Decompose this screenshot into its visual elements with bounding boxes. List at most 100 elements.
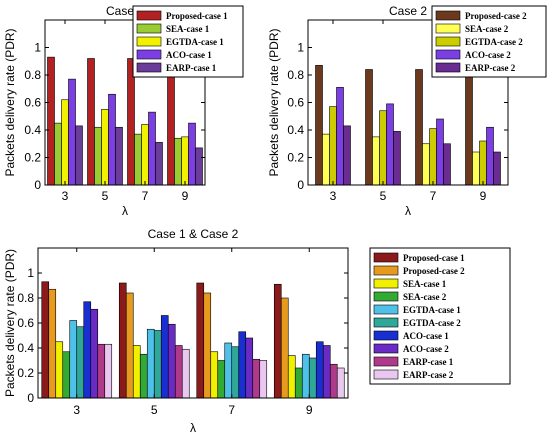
legend-swatch bbox=[136, 49, 162, 60]
bar-earp-case-1-3 bbox=[75, 125, 83, 186]
legend-label: EARP-case 1 bbox=[403, 357, 454, 367]
bar-proposed-case-2-3 bbox=[315, 65, 323, 186]
x-axis-label: λ bbox=[190, 421, 196, 435]
legend-label: Proposed-case 2 bbox=[403, 266, 465, 276]
bar-aco-case-1-3 bbox=[83, 301, 92, 399]
y-tick-label: 0.6 bbox=[287, 96, 304, 110]
bar-earp-case-1-5 bbox=[115, 126, 123, 186]
legend-label: ACO-case 1 bbox=[166, 50, 212, 60]
chart-title: Case 1 & Case 2 bbox=[148, 227, 239, 241]
bar-aco-case-1-9 bbox=[188, 122, 196, 186]
x-tick-label: 9 bbox=[182, 189, 189, 203]
legend-label: ACO-case 2 bbox=[403, 344, 449, 354]
legend-swatch bbox=[373, 265, 399, 276]
legend-label: ACO-case 2 bbox=[465, 50, 511, 60]
legend-label: SEA-case 1 bbox=[166, 24, 210, 34]
bar-aco-case-2-7 bbox=[436, 118, 444, 186]
bar-earp-case-2-3 bbox=[343, 125, 351, 186]
bar-sea-case-1-3 bbox=[55, 341, 64, 399]
y-tick-label: 0.8 bbox=[17, 291, 34, 305]
bar-sea-case-2-3 bbox=[322, 133, 330, 186]
x-tick-label: 7 bbox=[228, 403, 235, 417]
bar-proposed-case-2-3 bbox=[48, 288, 57, 399]
legend-swatch bbox=[373, 317, 399, 328]
bar-aco-case-1-7 bbox=[148, 111, 156, 186]
y-tick-label: 1 bbox=[297, 41, 304, 55]
bar-sea-case-1-9 bbox=[174, 137, 182, 186]
bar-aco-case-1-5 bbox=[160, 315, 169, 399]
legend-swatch bbox=[373, 330, 399, 341]
x-axis-label: λ bbox=[405, 204, 411, 218]
bar-aco-case-2-9 bbox=[322, 345, 331, 399]
y-tick-label: 0.4 bbox=[287, 123, 304, 137]
bar-aco-case-1-3 bbox=[68, 78, 76, 186]
legend-label: EGTDA-case 1 bbox=[403, 305, 461, 315]
x-axis-label: λ bbox=[122, 204, 128, 218]
x-tick-label: 7 bbox=[430, 189, 437, 203]
bar-sea-case-2-9 bbox=[472, 151, 480, 186]
bar-proposed-case-1-7 bbox=[196, 282, 205, 399]
x-tick-label: 7 bbox=[142, 189, 149, 203]
bar-earp-case-1-7 bbox=[155, 142, 163, 186]
bar-proposed-case-2-7 bbox=[203, 292, 212, 399]
y-tick-label: 0.6 bbox=[24, 96, 41, 110]
legend-swatch bbox=[373, 252, 399, 263]
legend-label: SEA-case 2 bbox=[465, 24, 509, 34]
legend-label: EGTDA-case 2 bbox=[465, 37, 523, 47]
bar-sea-case-1-5 bbox=[132, 345, 141, 399]
bar-egtda-case-1-3 bbox=[61, 99, 69, 186]
y-tick-label: 0.2 bbox=[24, 151, 41, 165]
bar-proposed-case-2-5 bbox=[365, 69, 373, 186]
bar-proposed-case-1-9 bbox=[167, 59, 175, 186]
bar-egtda-case-1-7 bbox=[224, 342, 233, 399]
bar-earp-case-1-9 bbox=[329, 363, 338, 399]
legend-label: EARP-case 1 bbox=[166, 63, 217, 73]
bar-proposed-case-2-5 bbox=[125, 292, 134, 399]
bar-earp-case-2-3 bbox=[104, 343, 113, 399]
bar-sea-case-1-7 bbox=[134, 133, 142, 186]
bar-earp-case-1-3 bbox=[97, 343, 106, 399]
legend-swatch bbox=[373, 356, 399, 367]
bar-proposed-case-1-9 bbox=[273, 283, 282, 399]
y-tick-label: 0.4 bbox=[17, 341, 34, 355]
bar-egtda-case-2-5 bbox=[153, 330, 162, 399]
bar-egtda-case-2-7 bbox=[231, 346, 240, 399]
bar-earp-case-1-7 bbox=[252, 358, 261, 399]
bar-earp-case-2-9 bbox=[493, 151, 501, 186]
legend-swatch bbox=[136, 36, 162, 47]
bar-earp-case-2-9 bbox=[336, 367, 345, 399]
legend-label: SEA-case 2 bbox=[403, 292, 447, 302]
bar-egtda-case-2-9 bbox=[308, 357, 317, 399]
legend-swatch bbox=[435, 10, 461, 21]
y-tick-label: 1 bbox=[34, 41, 41, 55]
bar-sea-case-2-5 bbox=[372, 136, 380, 186]
bar-sea-case-1-3 bbox=[54, 122, 62, 186]
x-tick-label: 5 bbox=[151, 403, 158, 417]
legend-swatch bbox=[373, 278, 399, 289]
legend-swatch bbox=[373, 291, 399, 302]
bar-aco-case-2-3 bbox=[336, 87, 344, 186]
x-tick-label: 3 bbox=[73, 403, 80, 417]
bar-sea-case-2-7 bbox=[217, 360, 226, 399]
bar-sea-case-2-7 bbox=[422, 143, 430, 186]
legend-label: ACO-case 1 bbox=[403, 331, 449, 341]
y-tick-label: 0.8 bbox=[24, 68, 41, 82]
y-tick-label: 0.6 bbox=[17, 316, 34, 330]
y-tick-label: 0 bbox=[34, 178, 41, 192]
legend-swatch bbox=[136, 62, 162, 73]
y-tick-label: 0.8 bbox=[287, 68, 304, 82]
legend-swatch bbox=[435, 36, 461, 47]
bar-aco-case-2-9 bbox=[486, 126, 494, 186]
legend-label: Proposed-case 1 bbox=[166, 11, 228, 21]
x-tick-label: 3 bbox=[330, 189, 337, 203]
bar-aco-case-1-5 bbox=[108, 93, 116, 186]
bar-earp-case-2-7 bbox=[443, 143, 451, 186]
legend-swatch bbox=[136, 10, 162, 21]
y-axis-label: Packets delivery rate (PDR) bbox=[3, 28, 17, 176]
bar-sea-case-2-9 bbox=[294, 367, 303, 399]
bar-earp-case-2-5 bbox=[181, 348, 190, 399]
legend-label: SEA-case 1 bbox=[403, 279, 447, 289]
y-tick-label: 0 bbox=[297, 178, 304, 192]
legend-label: EARP-case 2 bbox=[465, 63, 516, 73]
